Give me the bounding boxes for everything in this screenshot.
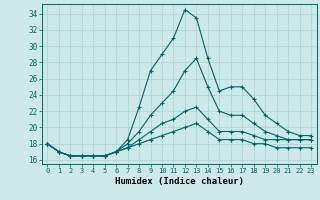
X-axis label: Humidex (Indice chaleur): Humidex (Indice chaleur): [115, 177, 244, 186]
